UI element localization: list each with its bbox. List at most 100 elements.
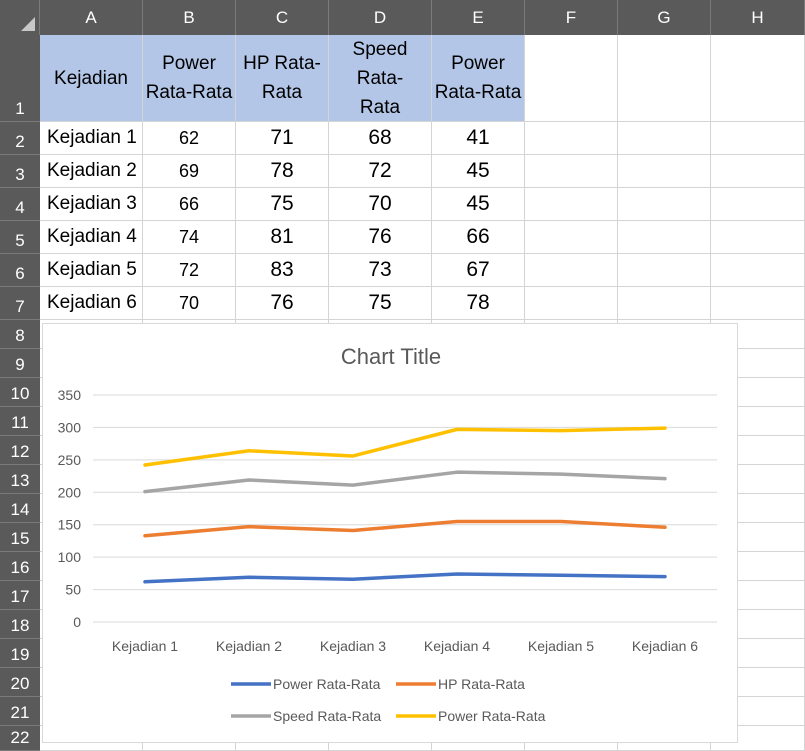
cell-g4[interactable]: [618, 188, 711, 221]
table-data-cell[interactable]: Kejadian 6: [40, 287, 143, 320]
table-header-cell[interactable]: Kejadian: [40, 35, 143, 122]
cell-f2[interactable]: [525, 122, 618, 155]
cell-f6[interactable]: [525, 254, 618, 287]
table-data-cell[interactable]: 68: [329, 122, 432, 155]
table-data-cell[interactable]: 73: [329, 254, 432, 287]
column-header-f[interactable]: F: [525, 0, 618, 35]
line-chart[interactable]: Chart Title 0 50 100 150 200 250 300 350 Kejadian…: [42, 323, 738, 743]
row-header-20[interactable]: 20: [0, 668, 40, 697]
cell-value: 68: [368, 126, 392, 149]
table-data-cell[interactable]: 45: [432, 155, 525, 188]
row-header-10[interactable]: 10: [0, 378, 40, 407]
cell-h2[interactable]: [711, 122, 805, 155]
cell-f3[interactable]: [525, 155, 618, 188]
table-data-cell[interactable]: Kejadian 2: [40, 155, 143, 188]
cell-f1[interactable]: [525, 35, 618, 122]
row-header-16[interactable]: 16: [0, 552, 40, 581]
row-header-19[interactable]: 19: [0, 639, 40, 668]
cell-f7[interactable]: [525, 287, 618, 320]
row-header-2[interactable]: 2: [0, 122, 40, 155]
row-header-9[interactable]: 9: [0, 349, 40, 378]
row-header-12[interactable]: 12: [0, 436, 40, 465]
row-header-21[interactable]: 21: [0, 697, 40, 726]
column-header-a[interactable]: A: [40, 0, 143, 35]
column-header-d[interactable]: D: [329, 0, 432, 35]
table-header-text: Rata: [359, 96, 401, 118]
cell-g7[interactable]: [618, 287, 711, 320]
column-header-e[interactable]: E: [432, 0, 525, 35]
table-data-cell[interactable]: Kejadian 3: [40, 188, 143, 221]
column-header-h[interactable]: H: [711, 0, 805, 35]
row-header-22[interactable]: 22: [0, 726, 40, 751]
table-data-cell[interactable]: 70: [143, 287, 236, 320]
row-header-7[interactable]: 7: [0, 287, 40, 320]
table-data-cell[interactable]: 83: [236, 254, 329, 287]
row-header-17[interactable]: 17: [0, 581, 40, 610]
table-data-cell[interactable]: 41: [432, 122, 525, 155]
cell-h1[interactable]: [711, 35, 805, 122]
table-data-cell[interactable]: 66: [432, 221, 525, 254]
row-label: Kejadian 3: [47, 193, 137, 214]
row-header-11[interactable]: 11: [0, 407, 40, 436]
legend-label: Power Rata-Rata: [273, 676, 381, 692]
column-header-c[interactable]: C: [236, 0, 329, 35]
table-header-cell[interactable]: Speed Rata- Rata: [329, 35, 432, 122]
legend-label: Speed Rata-Rata: [273, 708, 381, 724]
table-data-cell[interactable]: 74: [143, 221, 236, 254]
column-header-b[interactable]: B: [143, 0, 236, 35]
row-label: Kejadian 2: [47, 160, 137, 181]
table-header-cell[interactable]: HP Rata- Rata: [236, 35, 329, 122]
table-data-cell[interactable]: 66: [143, 188, 236, 221]
table-data-cell[interactable]: 76: [329, 221, 432, 254]
row-header-4[interactable]: 4: [0, 188, 40, 221]
cell-value: 72: [178, 259, 200, 280]
table-header-text: Kejadian: [54, 67, 128, 89]
row-header-5[interactable]: 5: [0, 221, 40, 254]
row-header-3[interactable]: 3: [0, 155, 40, 188]
table-data-cell[interactable]: 76: [236, 287, 329, 320]
cell-g2[interactable]: [618, 122, 711, 155]
table-data-cell[interactable]: Kejadian 1: [40, 122, 143, 155]
table-header-cell[interactable]: Power Rata-Rata: [143, 35, 236, 122]
table-data-cell[interactable]: 62: [143, 122, 236, 155]
column-header-g[interactable]: G: [618, 0, 711, 35]
table-data-cell[interactable]: 72: [143, 254, 236, 287]
cell-f5[interactable]: [525, 221, 618, 254]
row-header-18[interactable]: 18: [0, 610, 40, 639]
row-header-14[interactable]: 14: [0, 494, 40, 523]
table-data-cell[interactable]: 70: [329, 188, 432, 221]
table-data-cell[interactable]: 67: [432, 254, 525, 287]
table-data-cell[interactable]: Kejadian 5: [40, 254, 143, 287]
cell-g6[interactable]: [618, 254, 711, 287]
table-data-cell[interactable]: 75: [329, 287, 432, 320]
table-data-cell[interactable]: 71: [236, 122, 329, 155]
cell-h4[interactable]: [711, 188, 805, 221]
table-data-cell[interactable]: 78: [236, 155, 329, 188]
row-header-6[interactable]: 6: [0, 254, 40, 287]
table-data-cell[interactable]: 69: [143, 155, 236, 188]
row-header-1[interactable]: 1: [0, 35, 40, 122]
select-all-corner[interactable]: [0, 0, 40, 35]
row-header-15[interactable]: 15: [0, 523, 40, 552]
cell-h6[interactable]: [711, 254, 805, 287]
table-data-cell[interactable]: 45: [432, 188, 525, 221]
x-tick-label: Kejadian 4: [424, 638, 490, 654]
table-header-cell[interactable]: Power Rata-Rata: [432, 35, 525, 122]
table-data-cell[interactable]: 81: [236, 221, 329, 254]
row-header-8[interactable]: 8: [0, 320, 40, 349]
cell-value: 67: [466, 258, 490, 281]
cell-g5[interactable]: [618, 221, 711, 254]
table-data-cell[interactable]: 75: [236, 188, 329, 221]
table-header-text: Power: [162, 53, 216, 74]
table-data-cell[interactable]: Kejadian 4: [40, 221, 143, 254]
cell-g3[interactable]: [618, 155, 711, 188]
cell-h7[interactable]: [711, 287, 805, 320]
cell-h3[interactable]: [711, 155, 805, 188]
cell-value: 75: [368, 291, 392, 314]
cell-f4[interactable]: [525, 188, 618, 221]
cell-h5[interactable]: [711, 221, 805, 254]
row-header-13[interactable]: 13: [0, 465, 40, 494]
cell-g1[interactable]: [618, 35, 711, 122]
table-data-cell[interactable]: 78: [432, 287, 525, 320]
table-data-cell[interactable]: 72: [329, 155, 432, 188]
